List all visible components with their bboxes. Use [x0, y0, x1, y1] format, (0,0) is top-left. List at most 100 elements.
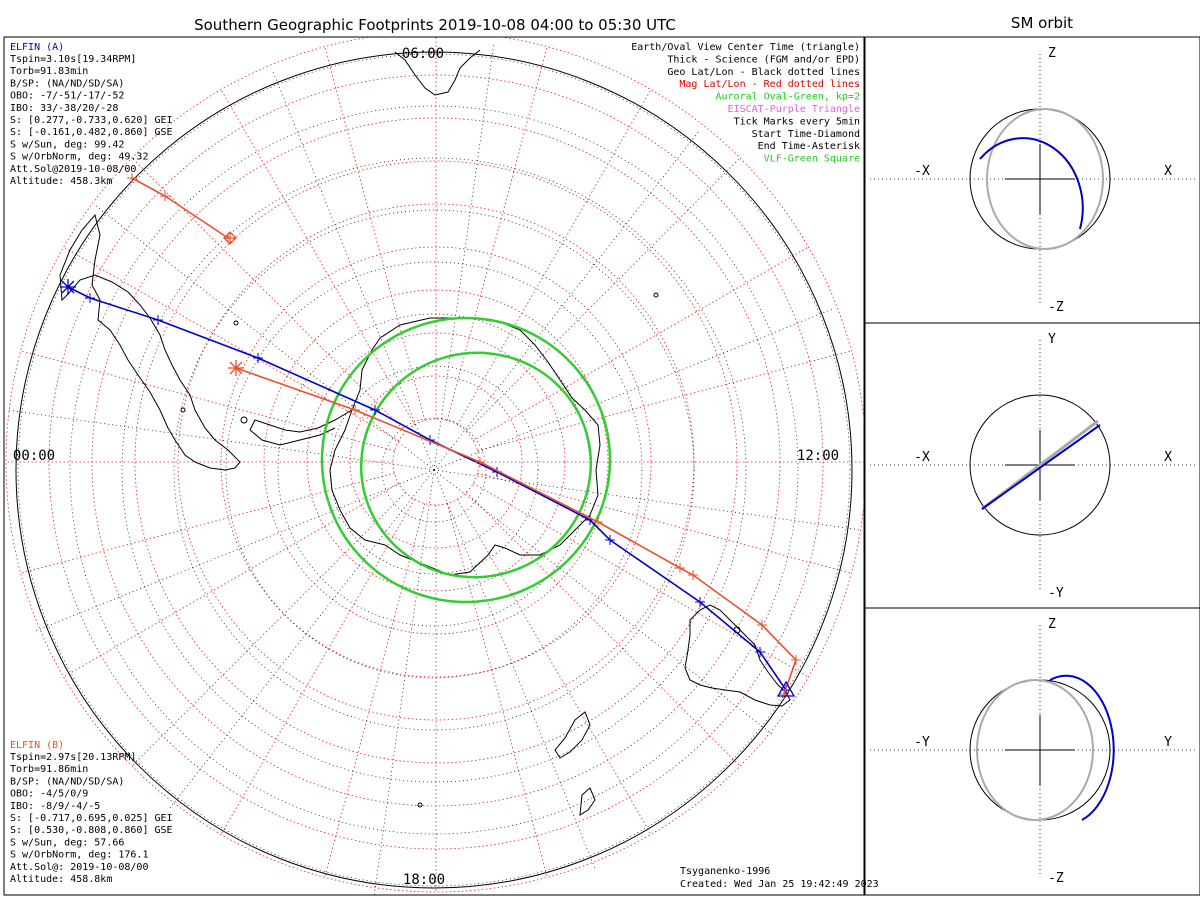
tick-mark [350, 405, 360, 415]
island-4 [653, 292, 659, 298]
mag-lon-line [324, 46, 426, 421]
orbit-axis-label-left: -X [914, 450, 930, 465]
legend: Earth/Oval View Center Time (triangle)Th… [631, 42, 860, 165]
geo-lon-line [433, 469, 860, 531]
mag-lon-line [446, 503, 548, 878]
map-frame [3, 36, 865, 896]
orbit-axis-label-top: Z [1048, 46, 1056, 61]
polar-map [5, 37, 864, 895]
antarctica-coast [329, 317, 601, 576]
elfin-b-info-line: IBO: -8/9/-4/-5 [10, 801, 100, 812]
tick-mark [253, 353, 263, 363]
model-label: Tsyganenko-1996 [680, 866, 770, 877]
mag-lon-line [63, 483, 399, 678]
time-label-bottom: 18:00 [403, 872, 445, 888]
elfin-a-end-asterisk [60, 279, 76, 295]
orbit-panel-3: Z -Z -Y Y [870, 617, 1198, 886]
elfin-a-info-line: IBO: 33/-38/20/-28 [10, 103, 118, 114]
elfin-b-track-segment [131, 177, 229, 239]
orbit-axis-label-top: Y [1048, 332, 1056, 347]
orbit-b-path [976, 679, 1094, 821]
island-1 [240, 416, 248, 424]
elfin-a-info-line: OBO: -7/-51/-17/-52 [10, 91, 124, 102]
legend-item: Tick Marks every 5min [734, 116, 860, 127]
antarctic-peninsula [249, 409, 353, 446]
figure-title: Southern Geographic Footprints 2019-10-0… [194, 16, 676, 34]
orbit-panel-1: Z -Z -X X [870, 46, 1198, 315]
geo-lon-line [433, 44, 495, 471]
orbit-title: SM orbit [1011, 14, 1073, 32]
mag-lon-line [20, 350, 395, 452]
tick-mark [757, 620, 767, 630]
elfin-a-info-line: Tspin=3.10s[19.34RPM] [10, 54, 136, 65]
mag-lon-line [63, 246, 399, 441]
elfin-b-info-line: Tspin=2.97s[20.13RPM] [10, 752, 136, 763]
mag-lon-line [220, 499, 415, 835]
geo-lat-circle [173, 209, 695, 731]
mag-lon-line [220, 89, 415, 425]
geo-lat-circle [121, 157, 747, 783]
geo-lon-line [433, 469, 596, 869]
elfin-a-lines: Tspin=3.10s[19.34RPM]Torb=91.83minB/SP: … [10, 54, 173, 187]
elfin-b-info-line: Att.Sol@: 2019-10-08/00 [10, 862, 148, 873]
earth-circle [969, 394, 1111, 536]
created-label: Created: Wed Jan 25 19:42:49 2023 [680, 879, 879, 890]
mag-lon-line [466, 492, 741, 767]
elfin-b-track [235, 367, 797, 695]
elfin-b-info-line: B/SP: (NA/ND/SD/SA) [10, 776, 124, 787]
horizon-circle [15, 51, 853, 889]
elfin-a-info-line: Att.Sol@2019-10-08/00 [10, 164, 136, 175]
tick-mark [695, 597, 705, 607]
elfin-a-info-line: B/SP: (NA/ND/SD/SA) [10, 78, 124, 89]
geo-lon-line [168, 469, 435, 810]
mag-lon-line [473, 483, 809, 678]
tick-mark [475, 457, 485, 467]
tick-mark [370, 405, 380, 415]
mag-lon-line [457, 89, 652, 425]
orbit-axis-label-bottom: -Z [1048, 300, 1064, 315]
sm-orbit-panels: Z -Z -X X Y -Y -X X Z -Z -Y Y [870, 46, 1198, 886]
elfin-b-info-line: S: [-0.717,0.695,0.025] GEI [10, 813, 173, 824]
time-label-top: 06:00 [402, 46, 444, 62]
mag-lat-circle [134, 160, 738, 764]
elfin-a-info-line: Altitude: 458.3km [10, 176, 112, 187]
orbit-a-path [981, 424, 1101, 510]
geo-lat-circle [329, 365, 539, 575]
island-2 [180, 407, 186, 413]
tick-mark [85, 293, 95, 303]
legend-item: Mag Lat/Lon - Red dotted lines [679, 79, 860, 90]
mag-lon-line [324, 503, 426, 878]
tick-mark [755, 647, 765, 657]
mag-lat-circle [349, 375, 523, 549]
time-label-left: 00:00 [13, 448, 55, 464]
mag-lon-line [131, 157, 406, 432]
geo-lon-line [433, 308, 833, 471]
tick-mark [127, 173, 137, 183]
geo-lat-lon-grid [8, 44, 860, 895]
orbit-axis-label-bottom: -Z [1048, 871, 1064, 886]
tick-mark [791, 655, 801, 665]
orbit-axis-label-left: -Y [914, 735, 930, 750]
island-6 [417, 802, 423, 808]
orbit-axis-label-bottom: -Y [1048, 586, 1064, 601]
elfin-a-info-line: S: [-0.161,0.482,0.860] GSE [10, 127, 173, 138]
orbit-frame [864, 36, 1200, 896]
elfin-a-track [67, 286, 787, 691]
satellite-tracks [60, 173, 801, 699]
australia-coast [684, 604, 791, 707]
legend-item: Thick - Science (FGM and/or EPD) [667, 54, 860, 65]
auroral-oval-inner [359, 351, 593, 579]
legend-item: Geo Lat/Lon - Black dotted lines [667, 67, 860, 78]
new-zealand-north [579, 787, 596, 816]
legend-item: Start Time-Diamond [752, 129, 860, 140]
tick-mark [688, 570, 698, 580]
elfin-b-info-line: S: [0.530,-0.808,0.860] GSE [10, 825, 173, 836]
tick-mark [593, 517, 603, 527]
elfin-a-info-line: S w/Sun, deg: 99.42 [10, 139, 124, 150]
elfin-b-info-line: Torb=91.86min [10, 764, 88, 775]
legend-item: Earth/Oval View Center Time (triangle) [631, 42, 860, 53]
geo-lon-line [433, 130, 700, 471]
coastlines [59, 49, 791, 816]
mag-lon-line [446, 46, 548, 421]
